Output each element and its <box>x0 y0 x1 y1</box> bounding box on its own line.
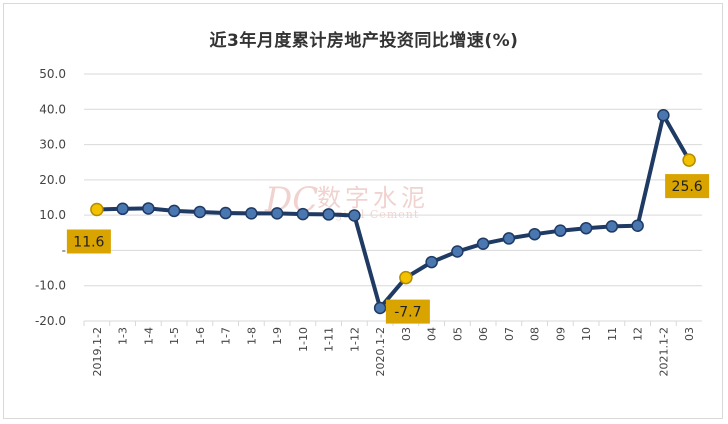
data-point <box>476 237 490 250</box>
x-tick-label: 1-8 <box>245 327 258 345</box>
data-label-box <box>665 174 710 199</box>
data-point <box>245 207 258 220</box>
x-tick-label: 06 <box>477 327 490 341</box>
data-point <box>502 232 516 245</box>
data-point <box>270 207 284 220</box>
data-point <box>167 204 181 218</box>
data-point <box>451 245 464 258</box>
x-tick-label: 08 <box>529 327 542 341</box>
x-tick-label: 03 <box>400 327 413 341</box>
chart-title: 近3年月度累计房地产投资同比增速(%) <box>209 31 519 51</box>
data-label: 25.6 <box>672 179 703 195</box>
x-tick-label: 1-6 <box>194 327 207 345</box>
data-point <box>116 202 129 216</box>
y-tick-label: -20.0 <box>35 314 66 328</box>
y-tick-label: - <box>62 243 66 257</box>
x-tick-label: 05 <box>451 327 464 341</box>
data-point <box>554 224 567 237</box>
y-tick-label: 30.0 <box>39 138 66 152</box>
data-point <box>219 206 232 220</box>
chart-border <box>3 3 723 419</box>
data-point <box>296 207 310 221</box>
y-tick-label: 50.0 <box>39 67 66 81</box>
y-tick-label: 20.0 <box>39 173 66 187</box>
x-tick-label: 2020.1-2 <box>374 327 387 376</box>
x-tick-label: 1-10 <box>297 327 310 352</box>
x-tick-label: 03 <box>683 327 696 341</box>
data-point <box>193 205 207 219</box>
x-tick-label: 1-9 <box>271 327 284 345</box>
y-tick-label: 10.0 <box>39 208 66 222</box>
data-point <box>579 221 593 235</box>
x-tick-label: 04 <box>426 327 439 341</box>
data-point <box>605 220 619 233</box>
x-tick-label: 07 <box>503 327 516 341</box>
data-point <box>322 208 335 221</box>
x-tick-label: 2019.1-2 <box>91 327 104 376</box>
x-tick-label: 1-5 <box>168 327 181 345</box>
data-label: 11.6 <box>73 234 104 250</box>
data-point <box>373 301 387 315</box>
data-point <box>657 109 670 122</box>
x-tick-label: 1-4 <box>142 327 155 345</box>
data-point <box>142 202 155 215</box>
x-tick-label: 1-7 <box>220 327 233 345</box>
x-tick-label: 09 <box>554 327 567 341</box>
data-label-box <box>385 299 430 324</box>
x-tick-label: 1-11 <box>323 327 336 352</box>
data-point <box>348 209 361 222</box>
data-label: -7.7 <box>394 305 421 321</box>
data-point <box>399 270 413 285</box>
data-point <box>425 255 438 269</box>
data-point <box>90 202 104 217</box>
y-tick-label: 40.0 <box>39 102 66 116</box>
x-tick-label: 1-12 <box>348 327 361 352</box>
x-tick-label: 2021.1-2 <box>657 327 670 376</box>
x-tick-label: 11 <box>606 327 619 341</box>
x-tick-label: 1-3 <box>117 327 130 345</box>
data-label-box <box>66 229 111 254</box>
data-point <box>682 153 696 167</box>
x-tick-label: 10 <box>580 327 593 341</box>
data-point <box>528 227 541 241</box>
y-tick-label: -10.0 <box>35 279 66 293</box>
x-tick-label: 12 <box>632 327 645 341</box>
data-point <box>631 219 644 232</box>
